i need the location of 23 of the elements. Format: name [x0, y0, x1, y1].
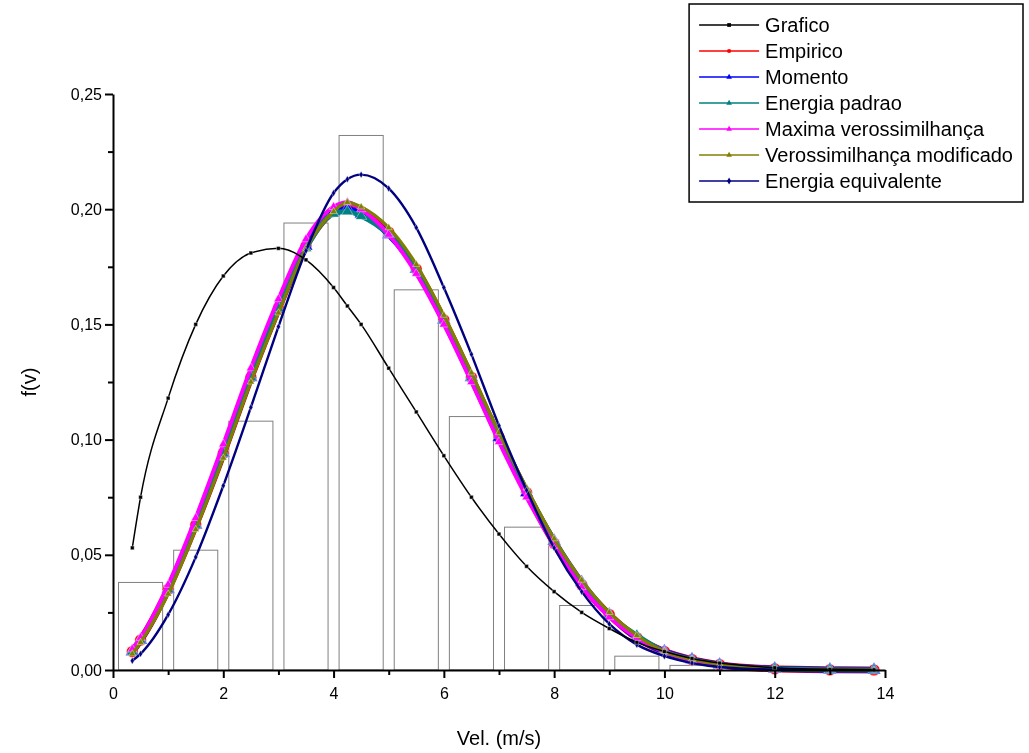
legend-label: Energia padrao — [765, 92, 902, 114]
legend-label: Energia equivalente — [765, 170, 942, 192]
y-tick-label: 0,20 — [70, 200, 103, 218]
legend-label: Momento — [765, 66, 849, 88]
x-tick-label: 6 — [439, 684, 449, 702]
y-tick-label: 0,25 — [70, 85, 103, 103]
y-tick-label: 0,15 — [70, 316, 103, 334]
x-tick-label: 12 — [766, 684, 785, 702]
x-tick-label: 10 — [656, 684, 674, 702]
x-tick-label: 14 — [876, 684, 895, 702]
legend-label: Grafico — [765, 14, 830, 36]
legend-label: Empirico — [765, 40, 843, 62]
legend-label: Verossimilhança modificado — [765, 144, 1013, 166]
y-tick-label: 0,00 — [70, 661, 103, 679]
x-tick-label: 2 — [219, 684, 229, 702]
y-axis-title: f(v) — [18, 367, 40, 397]
x-tick-label: 0 — [109, 684, 119, 702]
y-tick-label: 0,10 — [70, 431, 103, 449]
x-tick-label: 4 — [329, 684, 339, 702]
legend-label: Maxima verossimilhança — [765, 118, 985, 140]
x-axis-title: Vel. (m/s) — [456, 727, 542, 749]
x-tick-label: 8 — [550, 684, 560, 702]
y-tick-label: 0,05 — [70, 546, 103, 564]
